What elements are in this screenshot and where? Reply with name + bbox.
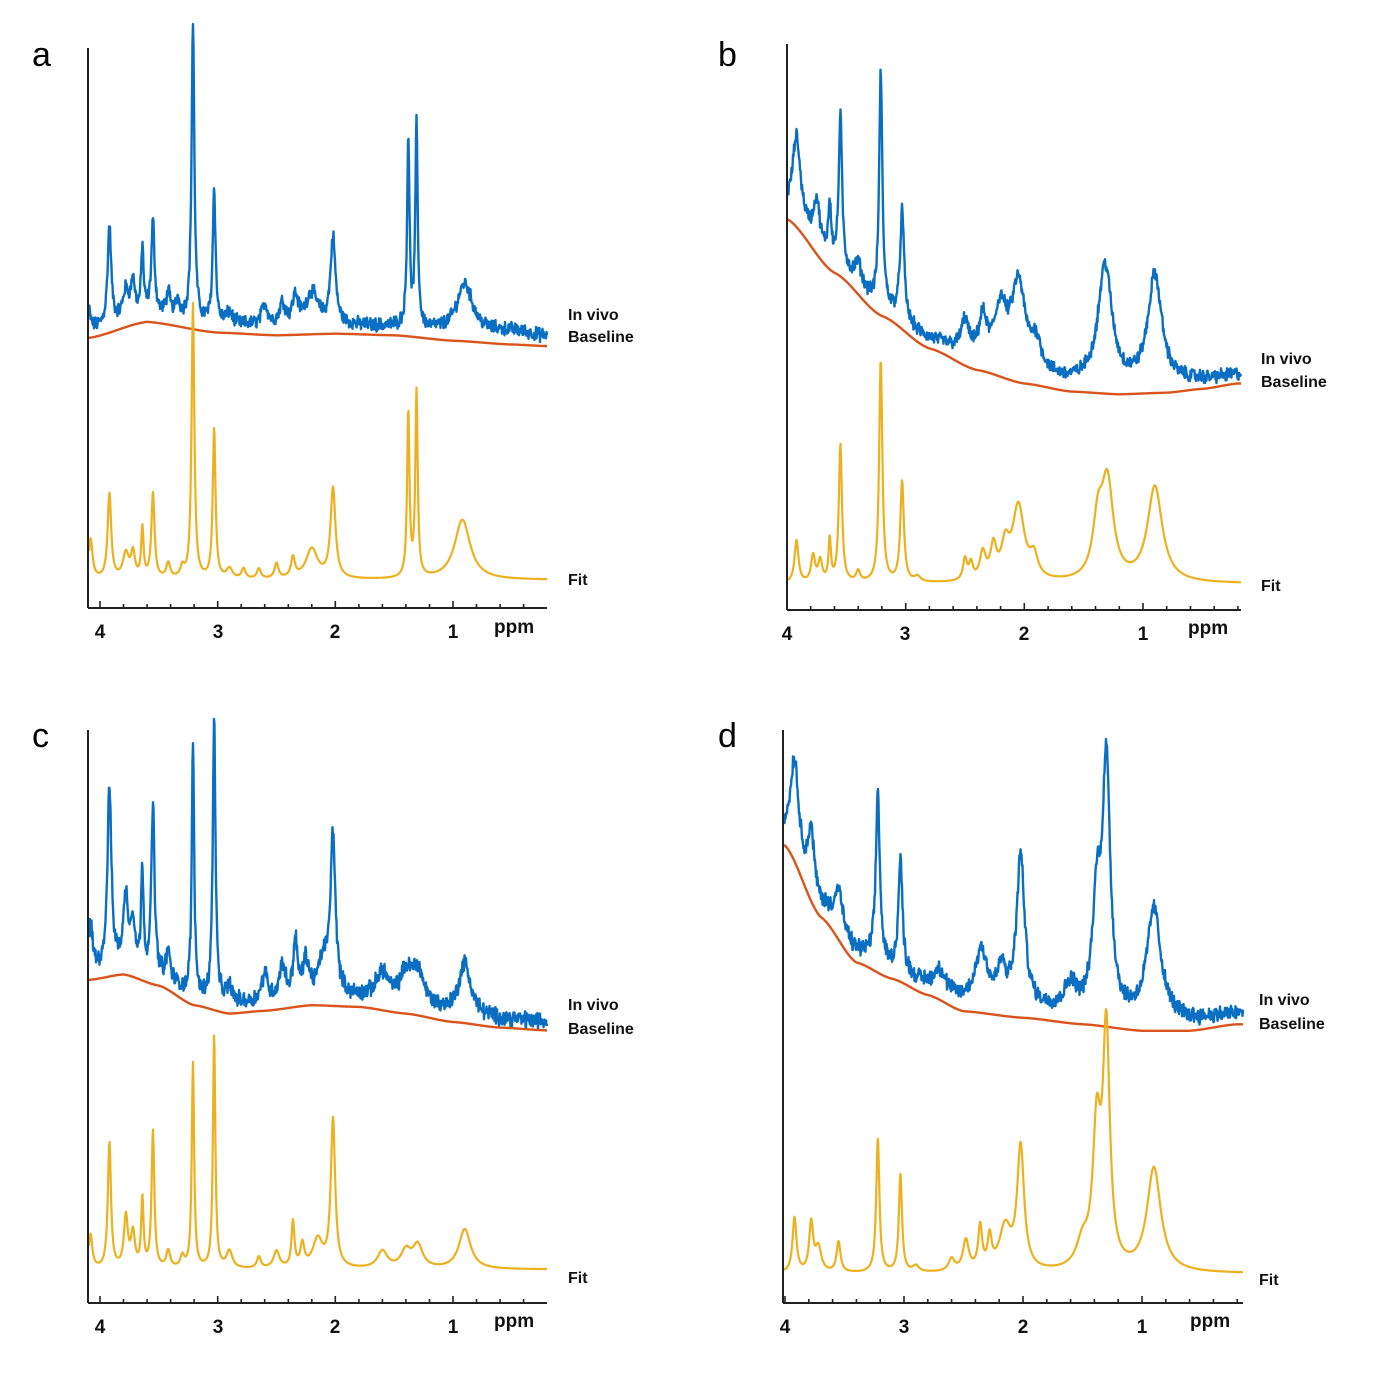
panel-d-tick-2: 2 [1018, 1317, 1029, 1338]
panel-d-tick-3: 3 [899, 1317, 910, 1338]
panel-b-tick-4: 4 [782, 624, 793, 645]
panel-b-label-in-vivo: In vivo [1261, 351, 1312, 368]
panel-c-traces [87, 717, 549, 1271]
panel-d-xlabel: ppm [1190, 1311, 1230, 1332]
panel-d-label-baseline: Baseline [1259, 1016, 1325, 1033]
panel-b-traces [786, 68, 1243, 584]
panel-b-label-fit: Fit [1261, 578, 1281, 595]
panel-d-tick-4: 4 [780, 1317, 791, 1338]
panel-c-label-baseline: Baseline [568, 1021, 634, 1038]
panel-a-tick-1: 1 [448, 622, 459, 643]
panel-a-label-fit: Fit [568, 572, 588, 589]
panel-letter-c: c [32, 717, 49, 755]
baseline-trace [783, 844, 1244, 1032]
in-vivo-trace [87, 717, 549, 1031]
panel-c-label-fit: Fit [568, 1270, 588, 1287]
in-vivo-trace [87, 22, 549, 344]
panel-d-tick-1: 1 [1137, 1317, 1148, 1338]
panel-a-tick-2: 2 [330, 622, 341, 643]
panel-a-label-in-vivo: In vivo [568, 307, 619, 324]
panel-letter-b: b [718, 36, 737, 74]
panel-b-xlabel: ppm [1188, 618, 1228, 639]
panel-a-xlabel: ppm [494, 617, 534, 638]
panel-c-tick-3: 3 [213, 1317, 224, 1338]
baseline-trace [787, 218, 1242, 396]
fit-trace [87, 301, 548, 581]
panel-c-label-in-vivo: In vivo [568, 997, 619, 1014]
panel-b-tick-3: 3 [900, 624, 911, 645]
panel-d-ticks [784, 1296, 1238, 1303]
panel-d-label-fit: Fit [1259, 1272, 1279, 1289]
panel-a-tick-3: 3 [213, 622, 224, 643]
in-vivo-trace [786, 68, 1243, 385]
panel-c-tick-1: 1 [448, 1317, 459, 1338]
panel-b-tick-2: 2 [1019, 624, 1030, 645]
fit-trace [783, 1008, 1244, 1274]
panel-d-traces [782, 737, 1245, 1274]
panel-c-tick-2: 2 [330, 1317, 341, 1338]
fit-trace [87, 1034, 548, 1271]
panel-a-label-baseline: Baseline [568, 329, 634, 346]
panel-c-ticks [99, 1296, 525, 1303]
panel-c-xlabel: ppm [494, 1311, 534, 1332]
panel-b-ticks [786, 603, 1239, 610]
panel-d-label-in-vivo: In vivo [1259, 992, 1310, 1009]
panel-b-tick-1: 1 [1138, 624, 1149, 645]
panel-b-label-baseline: Baseline [1261, 374, 1327, 391]
panel-a: a 4 3 2 1 ppm In vivo Baseline Fit [32, 22, 634, 643]
fit-trace [787, 361, 1242, 584]
panel-a-ticks [99, 601, 525, 608]
panel-letter-a: a [32, 36, 51, 74]
baseline-trace [88, 320, 548, 348]
in-vivo-trace [782, 737, 1245, 1026]
panel-d: d 4 3 2 1 ppm In vivo Baseline Fit [718, 717, 1325, 1338]
panel-c: c 4 3 2 1 ppm In vivo Baseline Fit [32, 717, 634, 1338]
panel-a-tick-4: 4 [95, 622, 106, 643]
panel-c-tick-4: 4 [95, 1317, 106, 1338]
baseline-trace [88, 973, 548, 1032]
panel-letter-d: d [718, 717, 737, 755]
panel-a-traces [87, 22, 549, 581]
panel-b: b 4 3 2 1 ppm In vivo Baseline Fit [718, 36, 1327, 645]
